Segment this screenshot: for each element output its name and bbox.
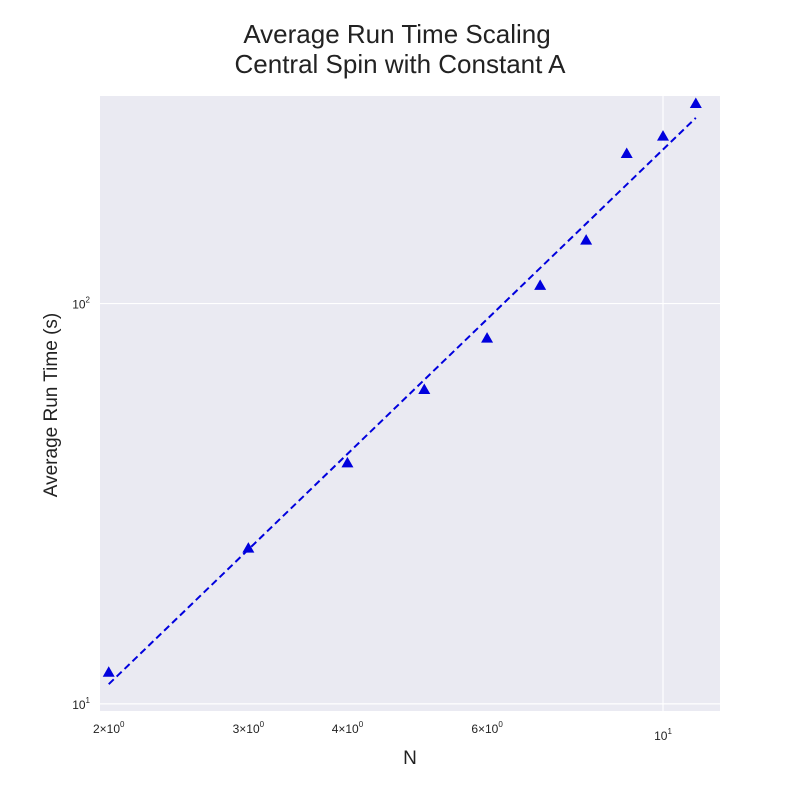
fit-line	[108, 117, 697, 685]
x-tick-label: 4×100	[332, 720, 364, 736]
data-point-triangle	[418, 383, 431, 395]
data-point-triangle	[534, 279, 547, 290]
y-tick-label: 101	[72, 696, 90, 712]
data-point-triangle	[580, 234, 593, 245]
x-tick-label: 6×100	[471, 720, 503, 736]
marker-layer	[102, 97, 702, 677]
data-point-triangle	[657, 130, 669, 141]
plot-area	[100, 96, 720, 711]
data-point-triangle	[689, 97, 702, 109]
y-tick-labels: 101 102	[72, 296, 90, 712]
x-tick-label: 2×100	[93, 720, 125, 736]
data-point-triangle	[620, 147, 633, 159]
data-point-triangle	[102, 666, 115, 677]
data-point-triangle	[341, 456, 354, 468]
fit-line-layer	[108, 117, 697, 685]
data-point-triangle	[242, 542, 255, 553]
data-point-triangle	[481, 332, 494, 343]
x-tick-label: 101	[654, 727, 672, 743]
grid	[100, 96, 720, 711]
x-tick-labels: 2×100 3×100 4×100 6×100 101	[93, 720, 672, 743]
y-tick-label: 102	[72, 296, 90, 312]
x-tick-label: 3×100	[233, 720, 265, 736]
chart-title-line-2: Central Spin with Constant A	[235, 49, 567, 79]
y-axis-label: Average Run Time (s)	[41, 313, 62, 497]
chart-title-line-1: Average Run Time Scaling	[243, 19, 550, 49]
x-axis-label: N	[403, 748, 417, 769]
